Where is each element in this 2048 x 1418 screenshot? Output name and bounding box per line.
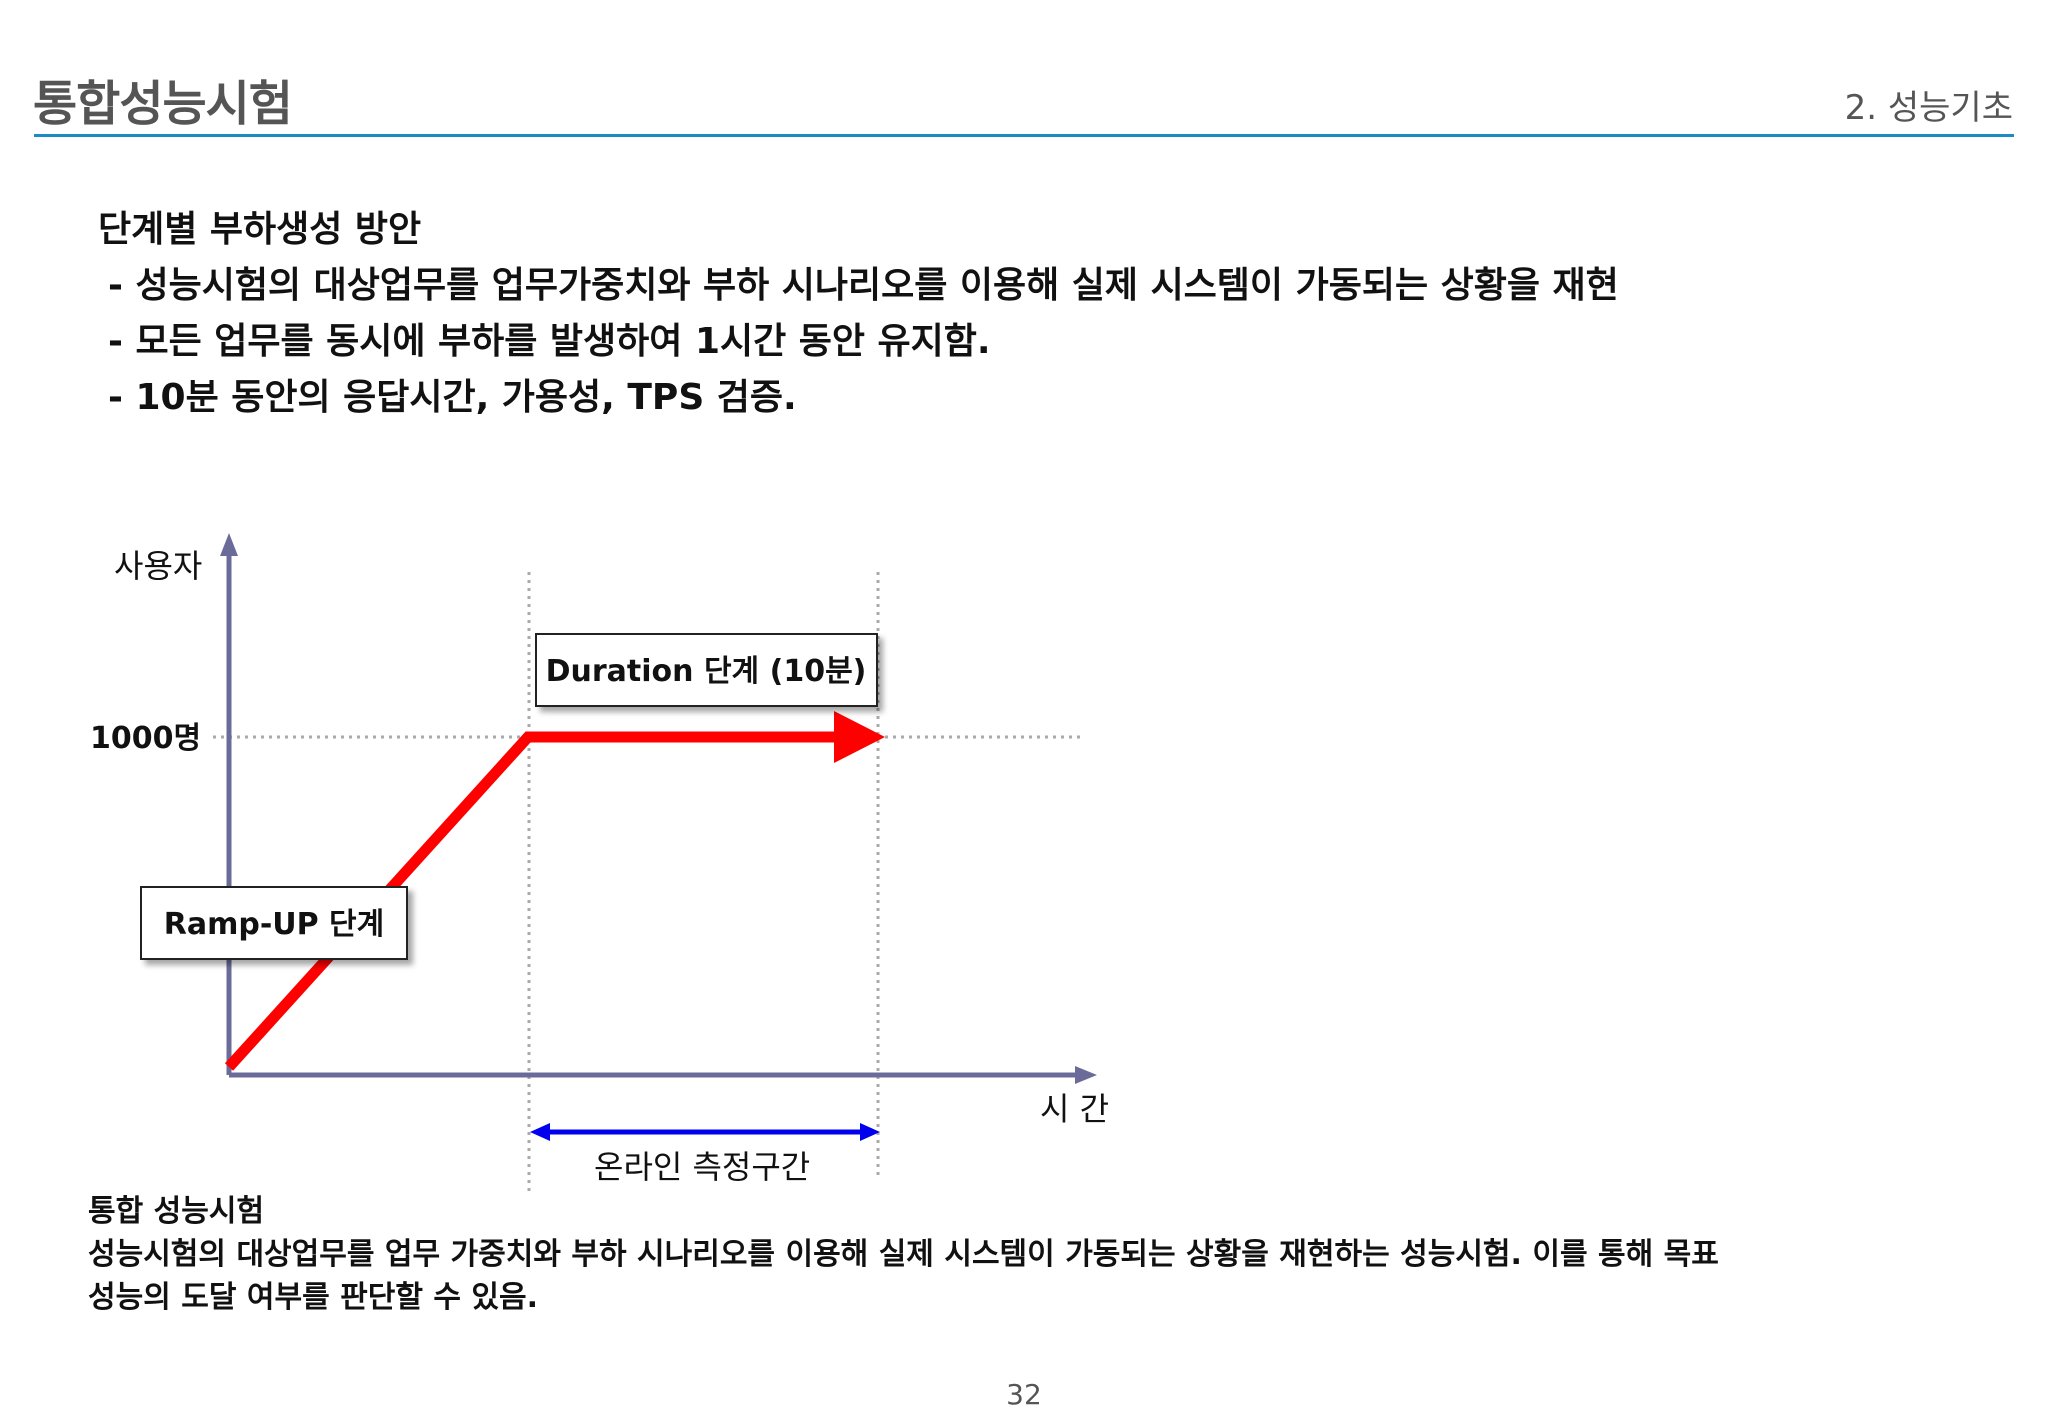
summary-line-1: 성능시험의 대상업무를 업무 가중치와 부하 시나리오를 이용해 실제 시스템이…: [88, 1237, 1719, 1272]
bullet-item-3: - 10분 동안의 응답시간, 가용성, TPS 검증.: [108, 377, 797, 418]
x-axis-arrowhead: [1075, 1066, 1097, 1084]
page-title: 통합성능시험: [33, 76, 293, 132]
summary-line-2: 성능의 도달 여부를 판단할 수 있음.: [88, 1280, 539, 1315]
load-profile-arrowhead: [834, 711, 885, 763]
y-axis-label: 사용자: [114, 547, 202, 585]
summary-title: 통합 성능시험: [88, 1194, 265, 1229]
level-label: 1000명: [90, 721, 201, 756]
header-divider: [34, 134, 2014, 137]
bullet-item-1: - 성능시험의 대상업무를 업무가중치와 부하 시나리오를 이용해 실제 시스템…: [108, 265, 1619, 306]
measure-left-arrowhead: [530, 1123, 550, 1141]
bullet-item-2: - 모든 업무를 동시에 부하를 발생하여 1시간 동안 유지함.: [108, 321, 991, 362]
rampup-stage-label: Ramp-UP 단계: [164, 907, 385, 942]
section-label: 2. 성능기초: [1844, 88, 2013, 128]
summary-note: 통합 성능시험 성능시험의 대상업무를 업무 가중치와 부하 시나리오를 이용해…: [88, 1190, 1948, 1319]
measure-interval-label: 온라인 측정구간: [594, 1148, 810, 1186]
rampup-stage-box: Ramp-UP 단계: [140, 886, 408, 960]
load-plan-heading: 단계별 부하생성 방안: [98, 209, 422, 250]
page-number: 32: [1006, 1378, 1042, 1411]
x-axis-label: 시 간: [1040, 1090, 1109, 1128]
duration-stage-label: Duration 단계 (10분): [546, 654, 867, 689]
y-axis-arrowhead: [220, 533, 238, 556]
measure-right-arrowhead: [860, 1123, 880, 1141]
duration-stage-box: Duration 단계 (10분): [535, 633, 878, 707]
load-plan-text: 단계별 부하생성 방안 - 성능시험의 대상업무를 업무가중치와 부하 시나리오…: [98, 202, 1619, 426]
